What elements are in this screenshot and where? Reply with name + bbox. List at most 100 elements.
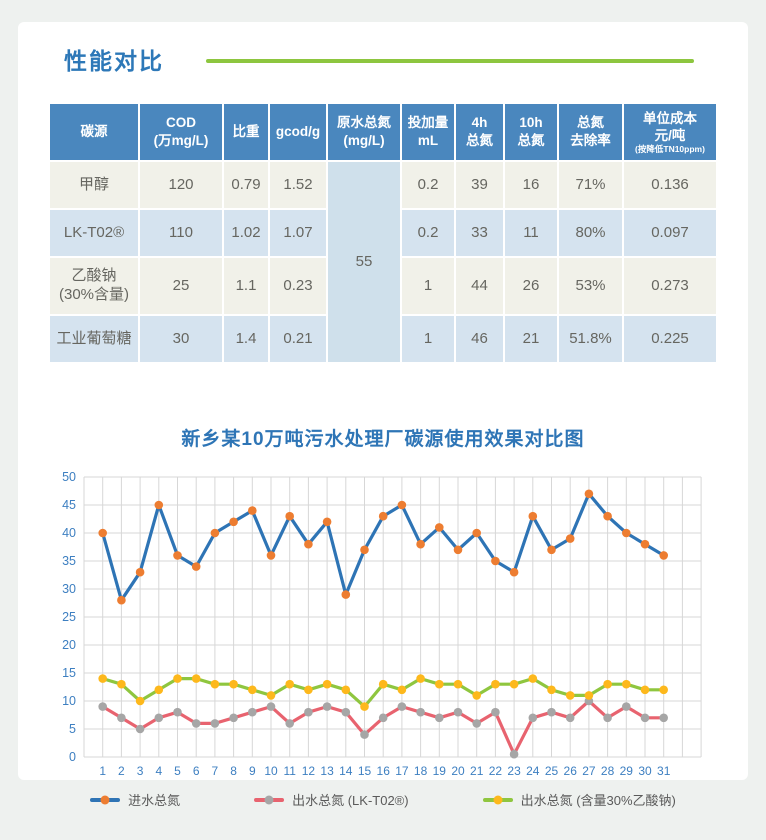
cell-tn-removal: 51.8% <box>559 316 622 362</box>
header-tn-4h: 4h 总氮 <box>456 104 503 160</box>
svg-text:20: 20 <box>451 764 465 778</box>
legend-label: 出水总氮 (LK-T02®) <box>292 793 409 808</box>
svg-text:5: 5 <box>69 722 76 736</box>
cell-unit-cost: 0.273 <box>624 258 716 314</box>
legend-label: 出水总氮 (含量30%乙酸钠) <box>520 793 676 808</box>
svg-text:28: 28 <box>601 764 615 778</box>
svg-text:50: 50 <box>62 470 76 484</box>
cell-label: 乙酸钠 (30%含量) <box>50 258 138 314</box>
legend-line-marker-icon <box>254 795 285 804</box>
svg-text:40: 40 <box>62 526 76 540</box>
svg-text:13: 13 <box>320 764 334 778</box>
header-gcod: gcod/g <box>270 104 326 160</box>
cell-raw-tn-merged: 55 <box>328 162 400 362</box>
chart-area: 0 5 10 15 20 25 30 35 40 45 50 1 2 3 4 5 6 7 8 9 10 11 12 13 14 1… <box>48 469 718 803</box>
svg-text:27: 27 <box>582 764 596 778</box>
svg-text:11: 11 <box>283 764 296 778</box>
svg-text:1: 1 <box>99 764 106 778</box>
svg-text:18: 18 <box>414 764 428 778</box>
cell-label: 工业葡萄糖 <box>50 316 138 362</box>
cell-tn-removal: 80% <box>559 210 622 256</box>
cell-gcod: 0.21 <box>270 316 326 362</box>
legend-item-influent-tn: 进水总氮 <box>90 790 180 809</box>
table-row-methanol: 甲醇 120 0.79 1.52 55 0.2 39 16 71% 0.136 <box>50 162 716 362</box>
header-unit-cost-sub: (按降低TN10ppm) <box>635 143 705 154</box>
cell-gcod: 1.07 <box>270 210 326 256</box>
svg-text:15: 15 <box>358 764 372 778</box>
svg-text:23: 23 <box>507 764 521 778</box>
svg-text:5: 5 <box>174 764 181 778</box>
cell-tn-removal: 71% <box>559 162 622 208</box>
cell-dose: 0.2 <box>402 210 454 256</box>
svg-text:0: 0 <box>69 750 76 764</box>
svg-text:10: 10 <box>264 764 278 778</box>
svg-text:12: 12 <box>302 764 316 778</box>
svg-text:25: 25 <box>545 764 559 778</box>
svg-text:2: 2 <box>118 764 125 778</box>
cell-tn-4h: 39 <box>456 162 503 208</box>
cell-cod: 25 <box>140 258 222 314</box>
content-card: 性能对比 碳源 COD (万mg/L) 比重 gcod/g 原水总氮 (mg/L… <box>18 22 748 780</box>
svg-text:24: 24 <box>526 764 540 778</box>
header-cod: COD (万mg/L) <box>140 104 222 160</box>
header-carbon-source: 碳源 <box>50 104 138 160</box>
svg-text:6: 6 <box>193 764 200 778</box>
legend-item-effluent-tn-acetate: 出水总氮 (含量30%乙酸钠) <box>482 790 676 809</box>
cell-cod: 120 <box>140 162 222 208</box>
svg-text:30: 30 <box>62 582 76 596</box>
page-title: 性能对比 <box>64 48 164 74</box>
accent-line <box>206 59 694 63</box>
cell-tn-10h: 16 <box>505 162 557 208</box>
cell-tn-10h: 11 <box>505 210 557 256</box>
cell-unit-cost: 0.097 <box>624 210 716 256</box>
cell-dose: 1 <box>402 258 454 314</box>
cell-tn-removal: 53% <box>559 258 622 314</box>
cell-tn-4h: 44 <box>456 258 503 314</box>
header-specific-gravity: 比重 <box>224 104 268 160</box>
chart-legend: 进水总氮 出水总氮 (LK-T02®) 出水总氮 (含量30%乙酸钠) <box>0 790 766 809</box>
cell-gcod: 1.52 <box>270 162 326 208</box>
cell-specific-gravity: 1.02 <box>224 210 268 256</box>
svg-text:3: 3 <box>137 764 144 778</box>
svg-text:10: 10 <box>62 694 76 708</box>
svg-text:45: 45 <box>62 498 76 512</box>
svg-text:30: 30 <box>638 764 652 778</box>
comparison-table: 碳源 COD (万mg/L) 比重 gcod/g 原水总氮 (mg/L) 投加量… <box>48 102 718 364</box>
cell-unit-cost: 0.225 <box>624 316 716 362</box>
cell-label: 甲醇 <box>50 162 138 208</box>
cell-tn-4h: 46 <box>456 316 503 362</box>
cell-cod: 30 <box>140 316 222 362</box>
cell-tn-10h: 21 <box>505 316 557 362</box>
svg-text:4: 4 <box>155 764 162 778</box>
chart-title: 新乡某10万吨污水处理厂碳源使用效果对比图 <box>181 429 585 450</box>
svg-text:7: 7 <box>212 764 219 778</box>
cell-tn-4h: 33 <box>456 210 503 256</box>
svg-text:26: 26 <box>564 764 578 778</box>
svg-text:22: 22 <box>489 764 503 778</box>
cell-tn-10h: 26 <box>505 258 557 314</box>
cell-specific-gravity: 1.1 <box>224 258 268 314</box>
cell-cod: 110 <box>140 210 222 256</box>
svg-text:17: 17 <box>395 764 409 778</box>
cell-unit-cost: 0.136 <box>624 162 716 208</box>
section-header: 性能对比 <box>64 42 702 76</box>
svg-text:21: 21 <box>470 764 484 778</box>
svg-text:19: 19 <box>433 764 447 778</box>
legend-item-effluent-tn-lk-t02: 出水总氮 (LK-T02®) <box>254 790 409 809</box>
cell-label: LK-T02® <box>50 210 138 256</box>
legend-line-marker-icon <box>90 795 121 804</box>
svg-text:35: 35 <box>62 554 76 568</box>
svg-text:31: 31 <box>657 764 671 778</box>
header-raw-tn: 原水总氮 (mg/L) <box>328 104 400 160</box>
header-tn-10h: 10h 总氮 <box>505 104 557 160</box>
table-row-industrial-glucose: 工业葡萄糖 30 1.4 0.21 1 46 21 51.8% 0.225 <box>50 316 716 362</box>
legend-label: 进水总氮 <box>128 793 181 808</box>
table-header-row: 碳源 COD (万mg/L) 比重 gcod/g 原水总氮 (mg/L) 投加量… <box>50 104 716 160</box>
cell-gcod: 0.23 <box>270 258 326 314</box>
header-tn-removal: 总氮 去除率 <box>559 104 622 160</box>
svg-text:9: 9 <box>249 764 256 778</box>
table-row-sodium-acetate: 乙酸钠 (30%含量) 25 1.1 0.23 1 44 26 53% 0.27… <box>50 258 716 314</box>
svg-text:14: 14 <box>339 764 353 778</box>
cell-specific-gravity: 1.4 <box>224 316 268 362</box>
